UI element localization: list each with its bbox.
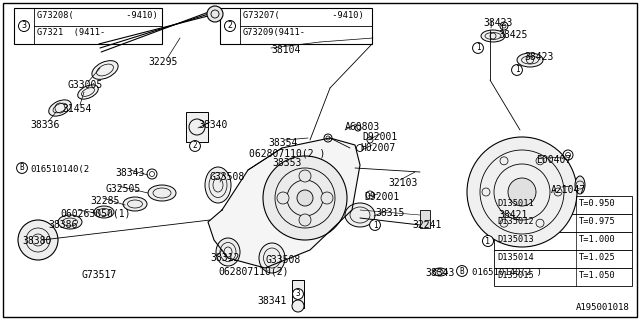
Text: E00407: E00407 [536,155,572,165]
Text: 38315: 38315 [375,208,404,218]
Ellipse shape [345,203,375,227]
Text: 38421: 38421 [498,210,527,220]
Text: G73517: G73517 [82,270,117,280]
Text: D92001: D92001 [362,132,397,142]
Ellipse shape [481,30,505,42]
Text: G32505: G32505 [105,184,140,194]
Text: 38386: 38386 [48,220,77,230]
Text: 3: 3 [296,290,300,299]
Text: 38343: 38343 [425,268,454,278]
Circle shape [467,137,577,247]
Bar [14,8,162,44]
Text: A60803: A60803 [345,122,380,132]
Ellipse shape [433,268,447,276]
Text: 38340: 38340 [198,120,227,130]
Ellipse shape [148,185,176,201]
Bar [494,214,632,232]
Bar [186,112,208,142]
Ellipse shape [216,238,240,266]
Text: G73209(9411-: G73209(9411- [243,28,306,37]
Text: 32285: 32285 [90,196,120,206]
Circle shape [18,220,58,260]
Text: D135014: D135014 [497,253,534,262]
Text: 38380: 38380 [22,236,51,246]
Circle shape [292,300,304,312]
Text: 38343: 38343 [115,168,145,178]
Text: 1: 1 [372,220,378,229]
Circle shape [297,190,313,206]
Text: T=0.950: T=0.950 [579,199,616,208]
Circle shape [508,178,536,206]
Text: 38423: 38423 [524,52,554,62]
Ellipse shape [92,61,118,79]
Text: H02007: H02007 [360,143,396,153]
Text: 38354: 38354 [268,138,298,148]
Text: 31454: 31454 [62,104,92,114]
Ellipse shape [58,215,82,229]
Ellipse shape [259,243,285,273]
Text: D135011: D135011 [497,199,534,208]
Text: T=1.050: T=1.050 [579,271,616,280]
Bar [220,8,372,44]
Text: 3: 3 [22,21,26,30]
Bar [494,250,632,268]
Circle shape [277,192,289,204]
Text: 2: 2 [193,141,197,150]
Text: 38336: 38336 [30,120,60,130]
Text: B: B [20,164,24,172]
Polygon shape [208,138,360,268]
Text: 38423: 38423 [483,18,513,28]
Text: 1: 1 [486,236,490,245]
Text: B: B [460,267,464,276]
Text: 38425: 38425 [498,30,527,40]
Circle shape [207,6,223,22]
Text: A195001018: A195001018 [576,303,630,312]
Text: A21047: A21047 [551,185,586,195]
Text: 060263050(1): 060263050(1) [60,208,131,218]
Text: T=1.025: T=1.025 [579,253,616,262]
Text: T=1.000: T=1.000 [579,235,616,244]
Circle shape [263,156,347,240]
Ellipse shape [77,85,99,99]
Text: 016510140(2: 016510140(2 [30,165,89,174]
Text: D135012: D135012 [497,217,534,226]
Text: 1: 1 [476,44,480,52]
Circle shape [299,170,311,182]
Ellipse shape [94,206,114,218]
Ellipse shape [205,167,231,203]
Text: G33005: G33005 [68,80,103,90]
Text: D135013: D135013 [497,235,534,244]
Text: G7321  (9411-: G7321 (9411- [37,28,105,37]
Text: 38353: 38353 [272,158,301,168]
Ellipse shape [517,53,543,67]
Text: 016510140(2 ): 016510140(2 ) [472,268,542,277]
Text: 062807110(2 ): 062807110(2 ) [249,148,325,158]
Text: 32295: 32295 [148,57,177,67]
Text: 38341: 38341 [257,296,286,306]
Text: D92001: D92001 [364,192,399,202]
Text: 32241: 32241 [412,220,442,230]
Circle shape [321,192,333,204]
Text: G73208(          -9410): G73208( -9410) [37,11,157,20]
Circle shape [299,214,311,226]
Text: 32103: 32103 [388,178,417,188]
Ellipse shape [123,197,147,211]
Ellipse shape [575,176,585,194]
Bar [292,280,304,308]
Bar [494,268,632,286]
Text: 38312: 38312 [210,253,239,263]
Text: 38104: 38104 [271,45,300,55]
Ellipse shape [49,100,71,116]
Text: 1: 1 [515,66,519,75]
Text: 2: 2 [227,21,232,30]
Text: 062807110(2): 062807110(2) [218,267,289,277]
Text: G33508: G33508 [266,255,301,265]
Bar [494,232,632,250]
Text: D135015: D135015 [497,271,534,280]
Text: G73207(          -9410): G73207( -9410) [243,11,364,20]
Text: G33508: G33508 [210,172,245,182]
Bar [494,196,632,214]
Text: T=0.975: T=0.975 [579,217,616,226]
Bar [420,210,430,228]
